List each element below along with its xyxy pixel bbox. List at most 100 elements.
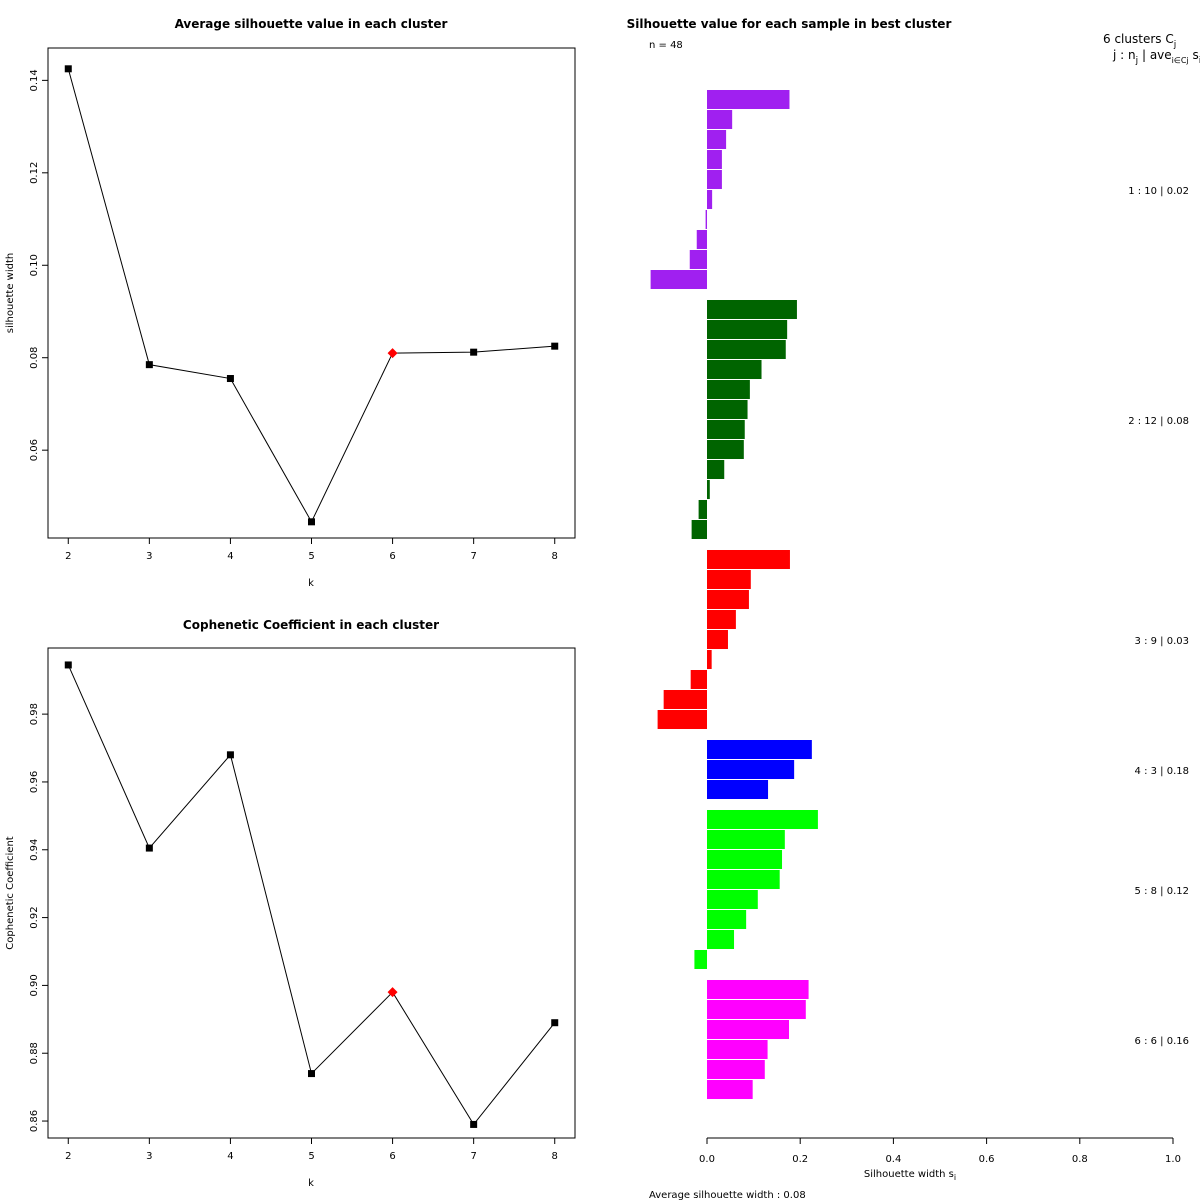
- silhouette-bar: [707, 910, 747, 929]
- data-point-marker: [145, 361, 153, 369]
- x-tick-label: 6: [389, 551, 395, 562]
- x-tick-label: 0.0: [699, 1154, 715, 1165]
- silhouette-bar: [707, 360, 762, 379]
- cophenetic-xlabel: k: [308, 1178, 314, 1189]
- x-tick-label: 7: [470, 551, 476, 562]
- header-ave-text: | ave: [1138, 48, 1172, 62]
- cophenetic-ylabel: Cophenetic Coefficient: [5, 836, 16, 949]
- silhouette-bar: [707, 570, 751, 589]
- silhouette-plot-title: Silhouette value for each sample in best…: [627, 17, 952, 31]
- y-tick-label: 0.98: [29, 703, 40, 725]
- silhouette-bar: [650, 270, 707, 289]
- silhouette-bar: [707, 300, 797, 319]
- silhouette-bar: [691, 520, 707, 539]
- x-tick-label: 4: [227, 1151, 233, 1162]
- header-s-text: s: [1189, 48, 1199, 62]
- silhouette-bar: [698, 500, 707, 519]
- silhouette-bar: [690, 670, 707, 689]
- silhouette-bar: [707, 1000, 806, 1019]
- cluster-summary-label: 5 : 8 | 0.12: [1135, 886, 1189, 897]
- cophenetic-title: Cophenetic Coefficient in each cluster: [183, 618, 439, 632]
- silhouette-bar: [707, 400, 748, 419]
- x-tick-label: 1.0: [1165, 1154, 1181, 1165]
- data-point-marker: [551, 1019, 559, 1027]
- silhouette-bar: [707, 590, 749, 609]
- y-tick-label: 0.92: [29, 906, 40, 928]
- silhouette-bar: [707, 170, 722, 189]
- data-point-marker: [308, 518, 315, 526]
- cluster-summary-label: 3 : 9 | 0.03: [1135, 636, 1189, 647]
- silhouette-bar: [707, 130, 727, 149]
- silhouette-bar: [707, 980, 809, 999]
- x-tick-label: 8: [552, 1151, 558, 1162]
- y-tick-label: 0.88: [29, 1042, 40, 1064]
- silhouette-xlabel: Silhouette width s: [864, 1169, 954, 1180]
- data-point-marker: [226, 751, 234, 759]
- x-tick-label: 6: [389, 1151, 395, 1162]
- avg-silhouette-xlabel: k: [308, 578, 314, 589]
- svg-text:6 clusters Cj: 6 clusters Cj: [1103, 32, 1176, 50]
- avg-silhouette-ylabel: silhouette width: [5, 253, 16, 333]
- y-tick-label: 0.10: [29, 254, 40, 276]
- silhouette-bar: [707, 930, 735, 949]
- y-tick-label: 0.06: [29, 439, 40, 461]
- highlight-point-marker: [387, 987, 398, 998]
- avg-silhouette-line: [67, 68, 555, 523]
- header-clusters-text: 6 clusters C: [1103, 32, 1174, 46]
- svg-text:j : nj | avei∈Cj si: j : nj | avei∈Cj si: [1112, 48, 1200, 66]
- data-point-marker: [64, 661, 72, 669]
- silhouette-bar: [705, 210, 707, 229]
- data-point-marker: [64, 65, 72, 73]
- silhouette-bar: [663, 690, 707, 709]
- silhouette-bar: [707, 850, 783, 869]
- cluster-header: 6 clusters Cj j : nj | avei∈Cj si: [1103, 32, 1200, 66]
- silhouette-bar: [707, 630, 728, 649]
- silhouette-bar: [707, 810, 818, 829]
- data-point-marker: [308, 1070, 315, 1078]
- header-sub-nj: j: [1135, 56, 1139, 66]
- cluster-summary-label: 4 : 3 | 0.18: [1135, 766, 1189, 777]
- x-tick-label: 3: [146, 1151, 152, 1162]
- silhouette-bar: [707, 1080, 753, 1099]
- silhouette-bar: [707, 550, 790, 569]
- x-tick-label: 7: [470, 1151, 476, 1162]
- cluster-summary-label: 6 : 6 | 0.16: [1135, 1036, 1189, 1047]
- avg-silhouette-panel: Average silhouette value in each cluster…: [5, 17, 576, 589]
- cluster-summary-label: 1 : 10 | 0.02: [1128, 186, 1189, 197]
- cophenetic-line: [67, 664, 556, 1126]
- silhouette-bar: [707, 190, 713, 209]
- cophenetic-panel: Cophenetic Coefficient in each cluster 2…: [5, 618, 576, 1189]
- x-tick-label: 4: [227, 551, 233, 562]
- x-tick-label: 2: [65, 1151, 71, 1162]
- data-point-marker: [145, 844, 153, 852]
- highlight-point-marker: [387, 348, 398, 359]
- y-tick-label: 0.94: [29, 839, 40, 861]
- data-point-marker: [551, 342, 559, 350]
- x-tick-label: 0.4: [885, 1154, 901, 1165]
- x-tick-label: 2: [65, 551, 71, 562]
- silhouette-bar: [707, 340, 786, 359]
- cophenetic-plot-frame: [47, 647, 576, 1139]
- x-tick-label: 8: [552, 551, 558, 562]
- avg-silhouette-plot-frame: [47, 47, 576, 539]
- silhouette-bar: [707, 440, 744, 459]
- data-point-marker: [226, 375, 234, 383]
- silhouette-bar: [707, 480, 710, 499]
- y-tick-label: 0.96: [29, 771, 40, 793]
- silhouette-bar: [707, 1060, 765, 1079]
- silhouette-bar: [707, 380, 750, 399]
- silhouette-bar: [707, 870, 780, 889]
- silhouette-bar: [707, 890, 758, 909]
- x-tick-label: 5: [308, 551, 314, 562]
- silhouette-bar: [694, 950, 707, 969]
- silhouette-xlabel-sub: i: [954, 1173, 956, 1182]
- svg-text:Silhouette width si: Silhouette width si: [864, 1169, 956, 1182]
- silhouette-bar: [707, 1040, 768, 1059]
- silhouette-bar: [707, 610, 736, 629]
- silhouette-bar: [707, 1020, 790, 1039]
- x-tick-label: 0.2: [792, 1154, 808, 1165]
- silhouette-bar: [707, 760, 795, 779]
- silhouette-bar: [657, 710, 707, 729]
- silhouette-bar: [707, 780, 769, 799]
